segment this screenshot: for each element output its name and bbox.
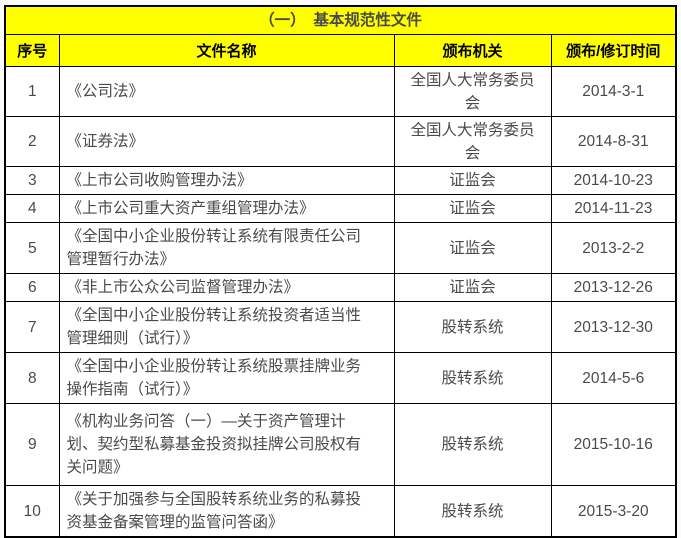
agency-cell: 全国人大常务委员会 bbox=[393, 116, 552, 167]
agency-cell: 全国人大常务委员会 bbox=[393, 66, 552, 117]
row-no-cell: 1 bbox=[4, 66, 60, 117]
file-name-cell: 《机构业务问答（一）—关于资产管理计划、契约型私募基金投资拟挂牌公司股权有关问题… bbox=[58, 403, 395, 486]
regulatory-files-table: （一） 基本规范性文件 序号 文件名称 颁布机关 颁布/修订时间 1 《公司法》… bbox=[4, 5, 678, 538]
col-header-no: 序号 bbox=[4, 34, 60, 67]
date-cell: 2013-12-30 bbox=[550, 301, 677, 353]
table-row: 7 《全国中小企业股份转让系统投资者适当性管理细则（试行）》 股转系统 2013… bbox=[4, 301, 677, 353]
table-row: 9 《机构业务问答（一）—关于资产管理计划、契约型私募基金投资拟挂牌公司股权有关… bbox=[4, 403, 677, 486]
row-no-cell: 3 bbox=[4, 166, 60, 195]
date-cell: 2013-12-26 bbox=[550, 273, 677, 302]
file-name-cell: 《全国中小企业股份转让系统有限责任公司管理暂行办法》 bbox=[58, 222, 395, 274]
row-no-cell: 5 bbox=[4, 222, 60, 274]
agency-cell: 证监会 bbox=[393, 166, 552, 195]
table-row: 5 《全国中小企业股份转让系统有限责任公司管理暂行办法》 证监会 2013-2-… bbox=[4, 222, 677, 274]
row-no-cell: 2 bbox=[4, 116, 60, 167]
column-header-row: 序号 文件名称 颁布机关 颁布/修订时间 bbox=[4, 34, 677, 67]
agency-cell: 证监会 bbox=[393, 222, 552, 274]
file-name-cell: 《全国中小企业股份转让系统股票挂牌业务操作指南（试行）》 bbox=[58, 352, 395, 404]
date-cell: 2015-3-20 bbox=[550, 485, 677, 538]
table-row: 3 《上市公司收购管理办法》 证监会 2014-10-23 bbox=[4, 166, 677, 195]
file-name-cell: 《关于加强参与全国股转系统业务的私募投资基金备案管理的监管问答函》 bbox=[58, 485, 395, 538]
agency-cell: 股转系统 bbox=[393, 485, 552, 538]
table-row: 2 《证券法》 全国人大常务委员会 2014-8-31 bbox=[4, 116, 677, 167]
file-name-cell: 《全国中小企业股份转让系统投资者适当性管理细则（试行）》 bbox=[58, 301, 395, 353]
date-cell: 2013-2-2 bbox=[550, 222, 677, 274]
table-row: 4 《上市公司重大资产重组管理办法》 证监会 2014-11-23 bbox=[4, 194, 677, 223]
table-row: 8 《全国中小企业股份转让系统股票挂牌业务操作指南（试行）》 股转系统 2014… bbox=[4, 352, 677, 404]
row-no-cell: 8 bbox=[4, 352, 60, 404]
table-row: 1 《公司法》 全国人大常务委员会 2014-3-1 bbox=[4, 66, 677, 117]
date-cell: 2015-10-16 bbox=[550, 403, 677, 486]
file-name-cell: 《非上市公众公司监督管理办法》 bbox=[58, 273, 395, 302]
col-header-date: 颁布/修订时间 bbox=[550, 34, 677, 67]
row-no-cell: 6 bbox=[4, 273, 60, 302]
date-cell: 2014-5-6 bbox=[550, 352, 677, 404]
row-no-cell: 9 bbox=[4, 403, 60, 486]
agency-cell: 股转系统 bbox=[393, 403, 552, 486]
file-name-cell: 《公司法》 bbox=[58, 66, 395, 117]
file-name-cell: 《上市公司收购管理办法》 bbox=[58, 166, 395, 195]
date-cell: 2014-8-31 bbox=[550, 116, 677, 167]
section-title: （一） 基本规范性文件 bbox=[4, 5, 677, 35]
agency-cell: 证监会 bbox=[393, 273, 552, 302]
date-cell: 2014-10-23 bbox=[550, 166, 677, 195]
section-title-row: （一） 基本规范性文件 bbox=[4, 5, 677, 35]
agency-cell: 证监会 bbox=[393, 194, 552, 223]
table-row: 6 《非上市公众公司监督管理办法》 证监会 2013-12-26 bbox=[4, 273, 677, 302]
row-no-cell: 7 bbox=[4, 301, 60, 353]
date-cell: 2014-11-23 bbox=[550, 194, 677, 223]
col-header-agency: 颁布机关 bbox=[393, 34, 552, 67]
agency-cell: 股转系统 bbox=[393, 301, 552, 353]
row-no-cell: 4 bbox=[4, 194, 60, 223]
date-cell: 2014-3-1 bbox=[550, 66, 677, 117]
col-header-name: 文件名称 bbox=[58, 34, 395, 67]
row-no-cell: 10 bbox=[4, 485, 60, 538]
table-row: 10 《关于加强参与全国股转系统业务的私募投资基金备案管理的监管问答函》 股转系… bbox=[4, 485, 677, 538]
file-name-cell: 《证券法》 bbox=[58, 116, 395, 167]
file-name-cell: 《上市公司重大资产重组管理办法》 bbox=[58, 194, 395, 223]
agency-cell: 股转系统 bbox=[393, 352, 552, 404]
